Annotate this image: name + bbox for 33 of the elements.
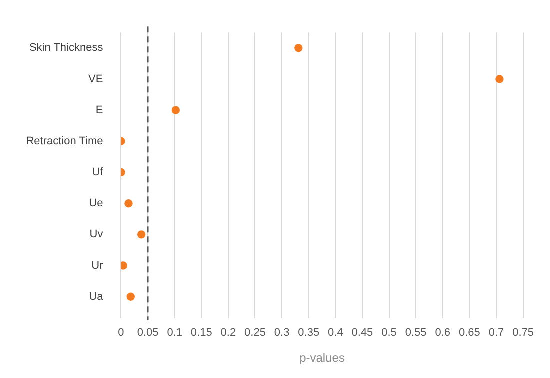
- x-tick-label: 0.15: [190, 327, 212, 340]
- x-tick-label: 0.1: [167, 327, 182, 340]
- x-axis-title: p-values: [300, 351, 345, 366]
- x-tick-label: 0.5: [382, 327, 397, 340]
- x-tick-label: 0.45: [352, 327, 374, 340]
- x-tick-label: 0.65: [458, 327, 480, 340]
- point: [126, 292, 135, 301]
- y-tick-label: Uf: [92, 166, 104, 179]
- y-tick-label: Ua: [89, 290, 104, 303]
- x-tick-label: 0.7: [488, 327, 504, 340]
- y-tick-label: Retraction Time: [26, 135, 104, 148]
- y-tick-label: Skin Thickness: [29, 42, 104, 54]
- y-tick-label: Ur: [92, 260, 104, 272]
- point: [294, 44, 303, 52]
- point: [137, 230, 146, 239]
- point: [496, 75, 504, 84]
- x-tick-label: 0.2: [220, 327, 236, 340]
- x-tick-label: 0: [118, 327, 124, 340]
- y-tick-label: VE: [88, 73, 104, 86]
- x-tick-label: 0.6: [435, 327, 451, 340]
- x-tick-label: 0.05: [137, 327, 159, 340]
- x-tick-label: 0.3: [274, 327, 290, 340]
- y-tick-label: E: [96, 104, 104, 116]
- point: [121, 262, 128, 270]
- x-tick-label: 0.55: [405, 327, 427, 340]
- x-tick-label: 0.75: [512, 327, 534, 340]
- x-tick-label: 0.25: [244, 327, 266, 340]
- x-tick-label: 0.35: [298, 327, 320, 340]
- point: [124, 199, 133, 208]
- y-tick-label: Ue: [89, 198, 104, 210]
- x-tick-label: 0.4: [328, 327, 344, 340]
- y-tick-label: Uv: [90, 228, 104, 241]
- point: [172, 106, 180, 114]
